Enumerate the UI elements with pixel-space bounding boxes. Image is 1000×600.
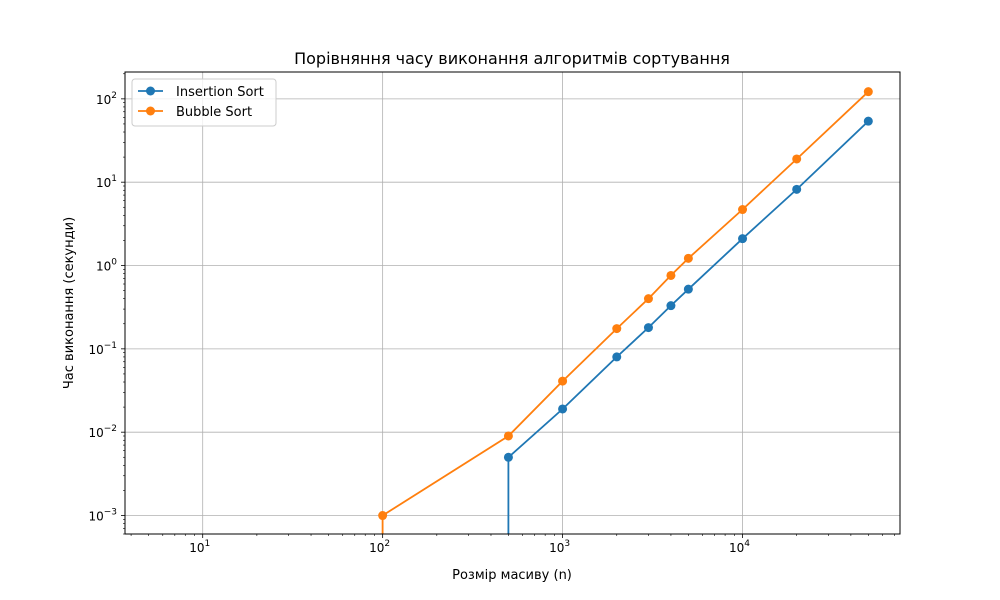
data-point-insertion-sort (738, 234, 748, 244)
data-point-bubble-sort (683, 253, 693, 263)
plot-frame (124, 71, 901, 535)
data-point-insertion-sort (666, 301, 676, 311)
data-point-bubble-sort (503, 431, 513, 441)
data-point-insertion-sort (612, 352, 622, 362)
legend-marker-insertion (146, 86, 155, 96)
y-tick-exponent: −1 (104, 341, 117, 351)
legend: Insertion Sort Bubble Sort (131, 78, 277, 127)
data-point-insertion-sort (558, 404, 568, 414)
data-point-bubble-sort (612, 324, 622, 334)
data-point-bubble-sort (666, 270, 676, 280)
x-tick-label: 102 (369, 539, 390, 555)
x-tick-exponent: 4 (744, 539, 750, 549)
data-point-bubble-sort (863, 87, 873, 97)
data-point-bubble-sort (643, 294, 653, 304)
y-tick-base: 10 (96, 93, 111, 107)
data-point-bubble-sort (558, 376, 568, 386)
legend-label-insertion: Insertion Sort (176, 85, 264, 100)
y-tick-base: 10 (96, 176, 111, 190)
legend-box (131, 78, 277, 127)
data-point-insertion-sort (863, 116, 873, 126)
series-group (378, 87, 873, 534)
data-point-insertion-sort (683, 284, 693, 294)
x-tick-exponent: 2 (384, 539, 390, 549)
x-axis-label: Розмір масиву (n) (452, 568, 572, 583)
y-tick-exponent: −2 (104, 424, 117, 434)
y-tick-label: 102 (96, 91, 117, 107)
y-tick-base: 10 (88, 343, 103, 357)
series-line-insertion-sort (507, 120, 869, 534)
data-point-insertion-sort (503, 452, 513, 462)
y-tick-exponent: 0 (111, 258, 117, 268)
y-tick-base: 10 (88, 510, 103, 524)
legend-marker-bubble (146, 106, 155, 116)
y-tick-label: 10−2 (88, 424, 117, 440)
y-tick-base: 10 (88, 426, 103, 440)
y-tick-label: 10−3 (88, 508, 117, 524)
y-tick-base: 10 (96, 260, 111, 274)
x-tick-label: 103 (549, 539, 570, 555)
x-tick-label: 101 (189, 539, 210, 555)
data-point-bubble-sort (738, 205, 748, 215)
y-tick-exponent: 1 (111, 174, 117, 184)
data-point-insertion-sort (643, 323, 653, 333)
x-tick-base: 10 (549, 541, 564, 555)
plot-area (125, 72, 900, 534)
y-tick-label: 101 (96, 174, 117, 190)
x-tick-exponent: 1 (204, 539, 210, 549)
legend-label-bubble: Bubble Sort (176, 105, 252, 120)
y-tick-label: 10−1 (88, 341, 117, 357)
x-axis-ticks: 101 102 103 104 (130, 534, 895, 555)
y-tick-label: 100 (96, 258, 117, 274)
x-tick-base: 10 (729, 541, 744, 555)
x-tick-base: 10 (369, 541, 384, 555)
y-tick-exponent: 2 (111, 91, 117, 101)
data-point-bubble-sort (378, 511, 388, 521)
x-tick-base: 10 (189, 541, 204, 555)
chart-title: Порівняння часу виконання алгоритмів сор… (294, 49, 730, 68)
x-tick-label: 104 (729, 539, 750, 555)
x-tick-exponent: 3 (564, 539, 570, 549)
data-point-insertion-sort (792, 184, 802, 194)
y-tick-exponent: −3 (104, 508, 117, 518)
data-point-bubble-sort (792, 154, 802, 164)
y-axis-label: Час виконання (секунди) (62, 217, 77, 389)
